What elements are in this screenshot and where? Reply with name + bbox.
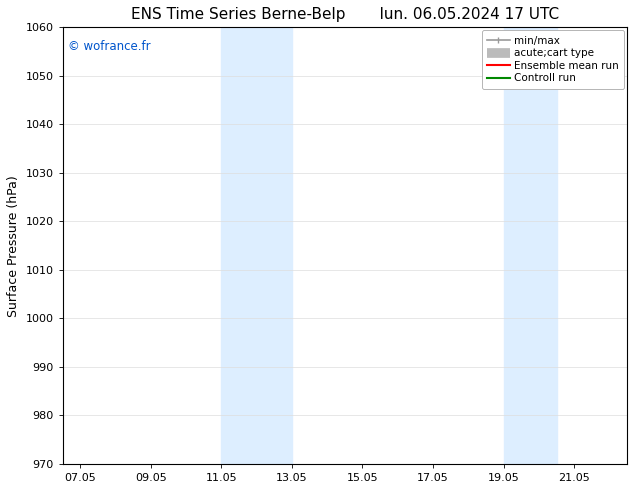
Y-axis label: Surface Pressure (hPa): Surface Pressure (hPa) xyxy=(7,175,20,317)
Legend: min/max, acute;cart type, Ensemble mean run, Controll run: min/max, acute;cart type, Ensemble mean … xyxy=(482,30,624,89)
Title: ENS Time Series Berne-Belp       lun. 06.05.2024 17 UTC: ENS Time Series Berne-Belp lun. 06.05.20… xyxy=(131,7,559,22)
Bar xyxy=(221,27,292,464)
Bar xyxy=(503,27,557,464)
Text: © wofrance.fr: © wofrance.fr xyxy=(68,40,151,53)
